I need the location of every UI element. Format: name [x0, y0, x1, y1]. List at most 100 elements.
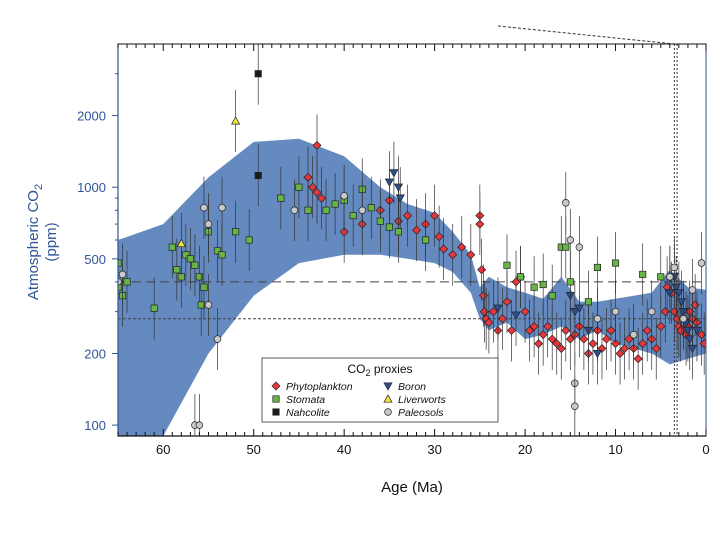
legend-label: Stomata — [286, 394, 325, 406]
data-point — [367, 204, 375, 212]
data-point — [430, 211, 440, 221]
data-point — [584, 298, 592, 306]
data-point — [562, 243, 570, 251]
x-tick-label: 60 — [156, 442, 170, 457]
data-point — [173, 266, 181, 274]
data-point — [204, 220, 213, 228]
legend-marker — [384, 408, 392, 416]
legend-label: Phytoplankton — [286, 381, 353, 393]
data-point — [642, 325, 652, 335]
data-point — [484, 318, 494, 327]
data-point — [538, 330, 548, 340]
data-point — [539, 280, 547, 289]
data-point — [597, 343, 607, 353]
data-point — [656, 321, 666, 331]
data-point — [670, 263, 679, 272]
data-point — [232, 228, 240, 236]
data-point — [562, 199, 570, 207]
legend-label: Liverworts — [398, 394, 447, 406]
data-point — [497, 314, 507, 324]
x-tick-label: 30 — [427, 442, 441, 457]
data-point — [575, 243, 584, 251]
data-point — [547, 334, 557, 344]
data-point — [520, 307, 530, 317]
series-stomata — [118, 156, 665, 340]
data-point — [295, 183, 303, 191]
data-point — [639, 270, 647, 278]
data-point — [534, 339, 544, 349]
legend-label: Paleosols — [398, 407, 444, 419]
data-point — [571, 402, 579, 411]
series-nahcolite — [254, 44, 262, 207]
data-point — [548, 292, 556, 300]
data-point — [620, 343, 630, 353]
data-point — [218, 251, 226, 259]
data-point — [376, 217, 384, 225]
data-point — [389, 169, 399, 178]
data-point — [457, 242, 467, 252]
y-axis-label-sub: 2 — [33, 184, 45, 190]
x-tick-label: 50 — [246, 442, 260, 457]
data-point — [606, 325, 616, 335]
data-point — [213, 247, 222, 255]
data-point — [517, 273, 525, 281]
data-point — [195, 421, 204, 429]
data-point — [611, 339, 621, 349]
data-point — [412, 225, 422, 235]
data-point — [543, 321, 553, 331]
data-point — [579, 334, 589, 344]
data-point — [475, 219, 485, 229]
data-point — [692, 326, 702, 336]
projection-line — [497, 25, 675, 45]
data-point — [245, 236, 253, 244]
data-point — [340, 192, 348, 200]
data-point — [200, 283, 208, 291]
data-point — [393, 183, 404, 192]
data-point — [685, 335, 695, 344]
data-point — [611, 259, 620, 267]
data-point — [493, 304, 503, 313]
data-point — [339, 227, 349, 237]
y-axis-label-main: Atmospheric CO — [25, 190, 42, 300]
data-point — [570, 308, 580, 317]
data-point — [331, 200, 339, 208]
data-point — [615, 349, 625, 358]
legend-label: Boron — [398, 381, 426, 393]
legend: CO2 proxies Phytoplankton Boron Stomata Live… — [261, 357, 499, 423]
data-point — [633, 354, 643, 364]
y-tick-label: 1000 — [77, 180, 106, 195]
data-point — [697, 259, 706, 267]
co2-envelope-band — [118, 138, 706, 436]
legend-label: Nahcolite — [286, 407, 330, 419]
data-point — [176, 238, 186, 248]
legend-marker — [383, 382, 393, 391]
data-point — [200, 203, 208, 212]
data-point — [593, 263, 601, 272]
data-point — [651, 343, 661, 353]
data-point — [679, 314, 688, 323]
data-point — [511, 311, 521, 320]
data-point — [593, 314, 602, 323]
data-point — [561, 325, 571, 335]
data-point — [395, 194, 405, 203]
data-point — [277, 194, 285, 202]
legend-marker — [383, 394, 393, 403]
data-point — [507, 325, 517, 335]
svg-text:Atmospheric CO2: Atmospheric CO2 — [25, 184, 45, 300]
data-point — [566, 236, 575, 244]
data-point — [657, 273, 665, 281]
data-point — [466, 250, 476, 260]
data-point — [384, 178, 394, 187]
series-paleosols — [118, 164, 706, 436]
data-points — [118, 44, 706, 436]
data-point — [290, 206, 299, 215]
data-point — [218, 203, 226, 212]
y-tick-label: 2000 — [77, 109, 106, 124]
data-point — [488, 307, 498, 317]
data-point — [647, 307, 656, 316]
data-point — [123, 278, 131, 286]
data-point — [150, 304, 158, 312]
data-point — [312, 188, 322, 198]
